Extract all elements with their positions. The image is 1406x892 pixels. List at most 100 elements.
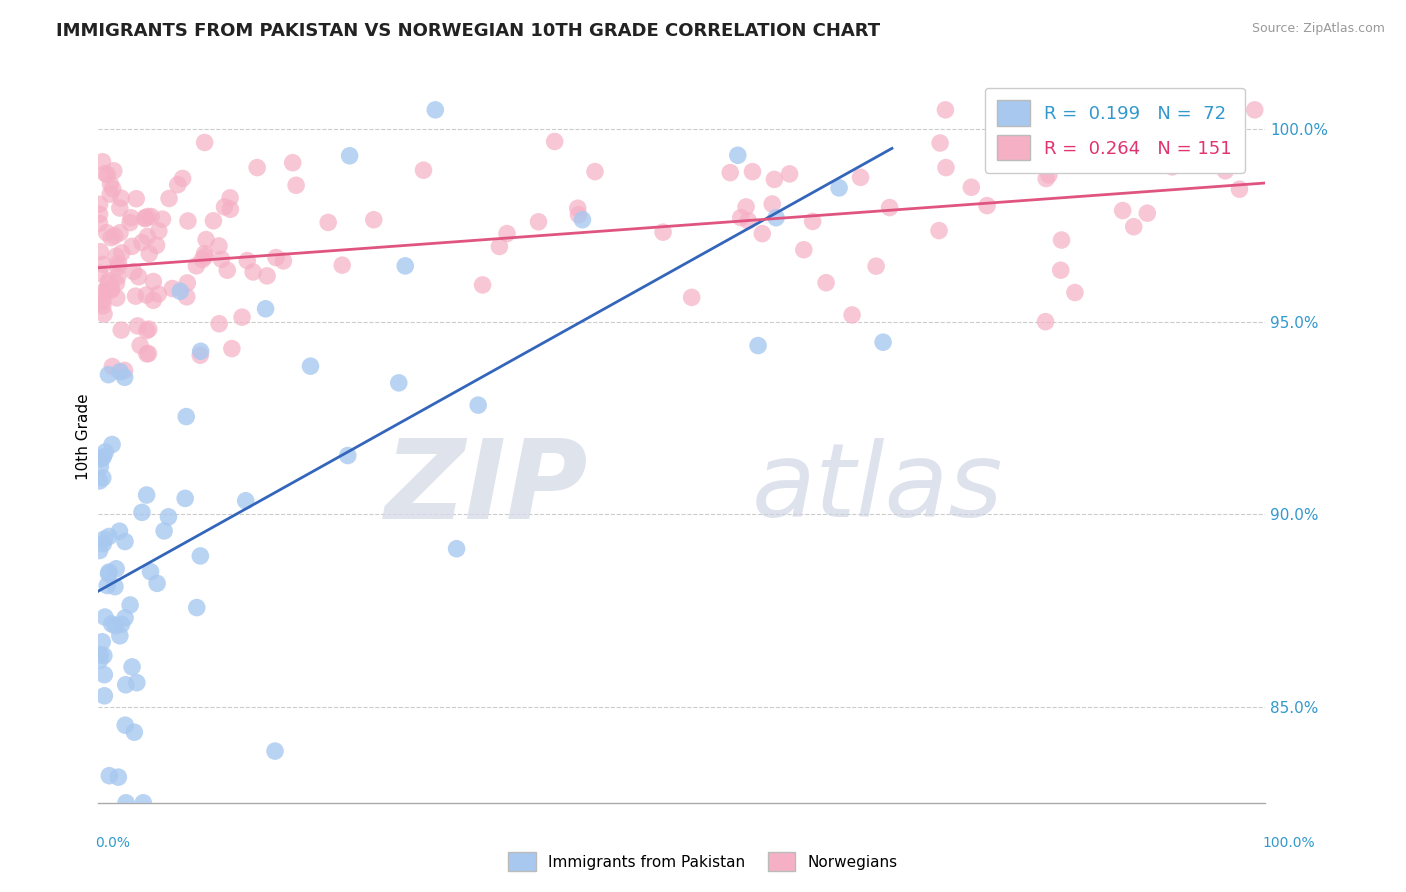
Point	[105, 276, 128, 290]
Point	[221, 342, 243, 356]
Point	[394, 259, 416, 273]
Point	[110, 191, 132, 205]
Point	[928, 223, 950, 237]
Point	[157, 509, 180, 524]
Point	[89, 459, 111, 474]
Point	[934, 103, 956, 117]
Point	[115, 796, 138, 810]
Point	[273, 253, 295, 268]
Point	[730, 211, 752, 225]
Point	[219, 191, 242, 205]
Point	[105, 562, 128, 576]
Point	[148, 224, 170, 238]
Point	[737, 213, 759, 227]
Point	[188, 549, 211, 563]
Point	[135, 488, 157, 502]
Point	[93, 532, 115, 546]
Point	[135, 324, 157, 338]
Point	[872, 335, 894, 350]
Point	[114, 611, 136, 625]
Text: 0.0%: 0.0%	[96, 836, 131, 850]
Point	[136, 210, 159, 224]
Point	[110, 323, 132, 337]
Y-axis label: 10th Grade: 10th Grade	[76, 393, 91, 481]
Point	[89, 207, 111, 221]
Point	[104, 228, 127, 243]
Point	[583, 164, 606, 178]
Point	[176, 290, 198, 304]
Point	[100, 616, 122, 631]
Point	[763, 172, 786, 186]
Point	[97, 566, 120, 581]
Point	[114, 370, 136, 384]
Point	[194, 249, 217, 263]
Point	[91, 471, 114, 485]
Point	[231, 310, 253, 325]
Point	[929, 136, 952, 150]
Text: Source: ZipAtlas.com: Source: ZipAtlas.com	[1251, 22, 1385, 36]
Point	[194, 136, 217, 150]
Point	[336, 449, 359, 463]
Point	[166, 178, 188, 192]
Point	[467, 398, 489, 412]
Point	[188, 348, 211, 362]
Point	[103, 164, 125, 178]
Point	[571, 212, 593, 227]
Point	[114, 678, 136, 692]
Point	[299, 359, 322, 373]
Point	[425, 103, 447, 117]
Legend: Immigrants from Pakistan, Norwegians: Immigrants from Pakistan, Norwegians	[502, 847, 904, 877]
Point	[93, 648, 115, 663]
Point	[174, 409, 197, 424]
Point	[281, 155, 304, 169]
Point	[100, 177, 122, 191]
Point	[186, 259, 208, 273]
Point	[93, 689, 115, 703]
Point	[94, 445, 117, 459]
Point	[186, 600, 208, 615]
Point	[412, 163, 434, 178]
Point	[134, 211, 156, 226]
Point	[135, 347, 157, 361]
Point	[110, 617, 132, 632]
Point	[1161, 160, 1184, 174]
Point	[1111, 203, 1133, 218]
Point	[246, 161, 269, 175]
Point	[1229, 182, 1251, 196]
Point	[120, 216, 142, 230]
Point	[1049, 263, 1071, 277]
Point	[316, 215, 339, 229]
Point	[107, 260, 129, 275]
Point	[976, 199, 998, 213]
Point	[101, 437, 124, 451]
Point	[91, 257, 114, 271]
Point	[172, 171, 194, 186]
Point	[718, 166, 741, 180]
Point	[93, 536, 115, 550]
Point	[527, 215, 550, 229]
Point	[142, 293, 165, 308]
Point	[114, 363, 136, 377]
Point	[741, 164, 763, 178]
Point	[727, 148, 749, 162]
Point	[209, 252, 232, 267]
Legend: R =  0.199   N =  72, R =  0.264   N = 151: R = 0.199 N = 72, R = 0.264 N = 151	[984, 87, 1244, 173]
Point	[138, 246, 160, 260]
Point	[735, 200, 758, 214]
Point	[105, 249, 128, 263]
Point	[254, 301, 277, 316]
Point	[761, 197, 783, 211]
Text: ZIP: ZIP	[385, 434, 589, 541]
Point	[1185, 123, 1208, 137]
Point	[90, 451, 112, 466]
Point	[120, 598, 142, 612]
Point	[114, 718, 136, 732]
Point	[157, 192, 180, 206]
Point	[124, 289, 146, 303]
Point	[108, 524, 131, 539]
Point	[136, 229, 159, 244]
Point	[131, 505, 153, 519]
Point	[145, 238, 167, 252]
Point	[219, 202, 242, 217]
Point	[108, 226, 131, 240]
